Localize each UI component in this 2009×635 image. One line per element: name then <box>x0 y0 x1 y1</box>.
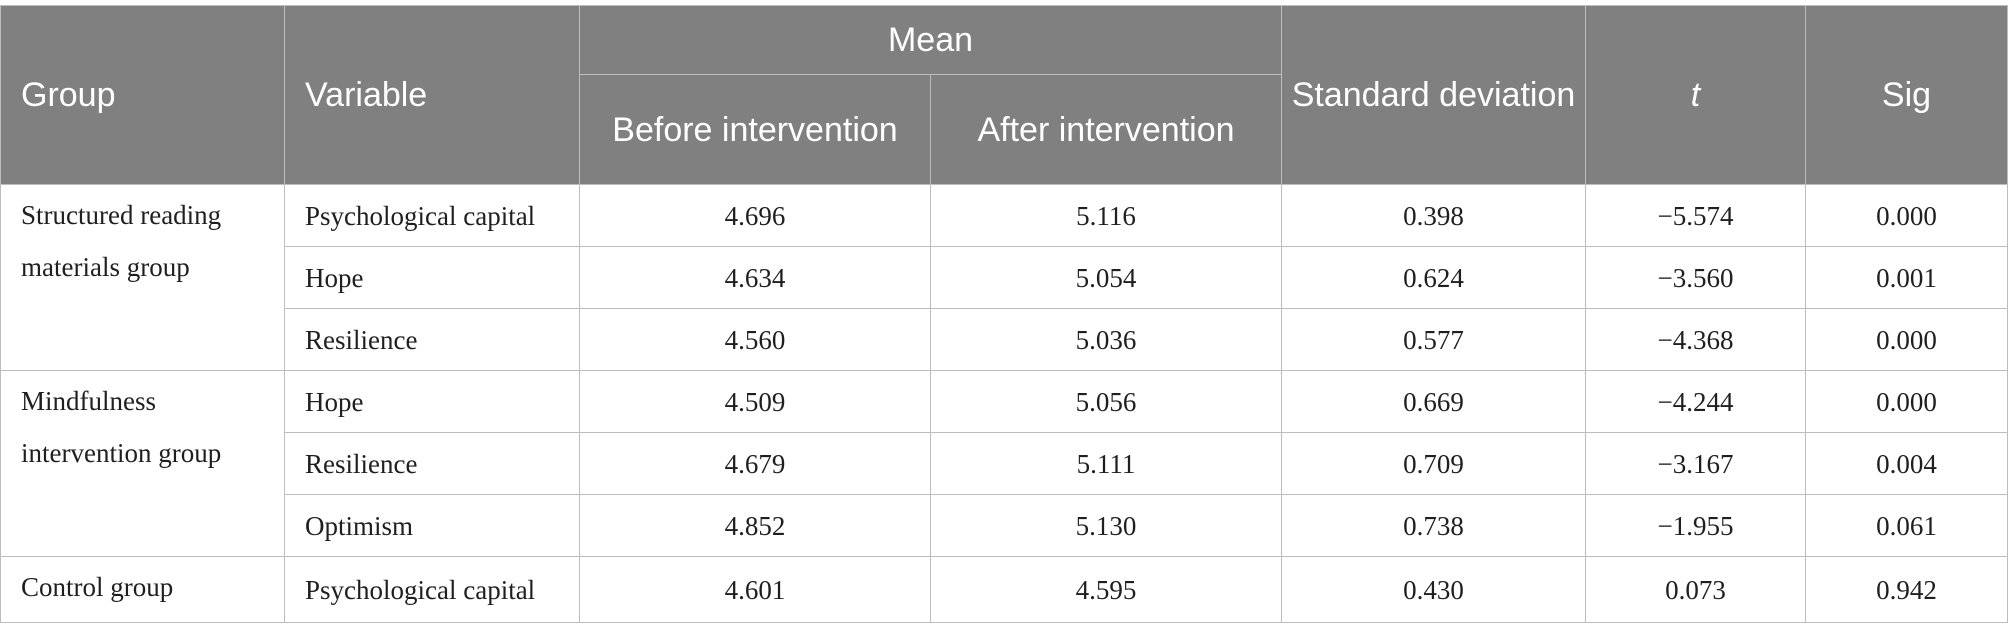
header-mean: Mean <box>579 5 1282 75</box>
before-cell: 4.601 <box>579 556 931 623</box>
sd-cell: 0.398 <box>1281 184 1586 247</box>
table-row: Mindfulness intervention group Hope 4.50… <box>0 370 2008 557</box>
before-cell: 4.679 <box>579 432 931 495</box>
sig-cell: 0.000 <box>1805 308 2008 371</box>
group-cell: Mindfulness intervention group <box>0 370 285 557</box>
t-cell: −4.368 <box>1585 308 1806 371</box>
sd-cell: 0.738 <box>1281 494 1586 557</box>
variable-cell: Optimism <box>284 494 580 557</box>
group-name: Mindfulness intervention group <box>21 386 222 468</box>
after-cell: 5.054 <box>930 246 1282 309</box>
header-variable: Variable <box>284 5 580 185</box>
header-after-intervention: After intervention <box>930 74 1282 185</box>
t-cell: −3.560 <box>1585 246 1806 309</box>
table-body: Structured reading materials group Psych… <box>0 184 2008 623</box>
group-cell: Structured reading materials group <box>0 184 285 371</box>
header-sig: Sig <box>1805 5 2008 185</box>
group-name: Control group <box>21 572 174 602</box>
sig-cell: 0.000 <box>1805 370 2008 433</box>
before-cell: 4.852 <box>579 494 931 557</box>
table-row: Optimism 4.852 5.130 0.738 −1.955 0.061 <box>1 494 2008 557</box>
t-cell: −3.167 <box>1585 432 1806 495</box>
before-cell: 4.509 <box>579 370 931 433</box>
before-cell: 4.560 <box>579 308 931 371</box>
t-cell: 0.073 <box>1585 556 1806 623</box>
sig-cell: 0.942 <box>1805 556 2008 623</box>
t-cell: −1.955 <box>1585 494 1806 557</box>
header-before-intervention: Before intervention <box>579 74 931 185</box>
header-group: Group <box>0 5 285 185</box>
header-t: t <box>1585 5 1806 185</box>
after-cell: 5.116 <box>930 184 1282 247</box>
results-table: Group Variable Mean Standard deviation t… <box>0 5 2008 623</box>
table-row: Resilience 4.679 5.111 0.709 −3.167 0.00… <box>1 432 2008 495</box>
group-name: Structured reading materials group <box>21 200 222 282</box>
variable-cell: Hope <box>284 370 580 433</box>
sd-cell: 0.624 <box>1281 246 1586 309</box>
sd-cell: 0.577 <box>1281 308 1586 371</box>
sig-cell: 0.004 <box>1805 432 2008 495</box>
before-cell: 4.696 <box>579 184 931 247</box>
after-cell: 5.036 <box>930 308 1282 371</box>
table-row: Control group Psychological capital 4.60… <box>0 556 2008 623</box>
t-cell: −4.244 <box>1585 370 1806 433</box>
sd-cell: 0.430 <box>1281 556 1586 623</box>
table-row: Resilience 4.560 5.036 0.577 −4.368 0.00… <box>1 308 2008 371</box>
group-cell: Control group <box>0 556 285 623</box>
variable-cell: Psychological capital <box>284 556 580 623</box>
header-standard-deviation: Standard deviation <box>1281 5 1586 185</box>
after-cell: 5.056 <box>930 370 1282 433</box>
sig-cell: 0.001 <box>1805 246 2008 309</box>
variable-cell: Resilience <box>284 308 580 371</box>
before-cell: 4.634 <box>579 246 931 309</box>
sig-cell: 0.000 <box>1805 184 2008 247</box>
t-cell: −5.574 <box>1585 184 1806 247</box>
after-cell: 5.130 <box>930 494 1282 557</box>
table-row: Hope 4.634 5.054 0.624 −3.560 0.001 <box>1 246 2008 309</box>
variable-cell: Resilience <box>284 432 580 495</box>
after-cell: 5.111 <box>930 432 1282 495</box>
table-header: Group Variable Mean Standard deviation t… <box>0 5 2008 185</box>
sd-cell: 0.709 <box>1281 432 1586 495</box>
sd-cell: 0.669 <box>1281 370 1586 433</box>
sig-cell: 0.061 <box>1805 494 2008 557</box>
variable-cell: Hope <box>284 246 580 309</box>
variable-cell: Psychological capital <box>284 184 580 247</box>
after-cell: 4.595 <box>930 556 1282 623</box>
table-row: Structured reading materials group Psych… <box>0 184 2008 371</box>
